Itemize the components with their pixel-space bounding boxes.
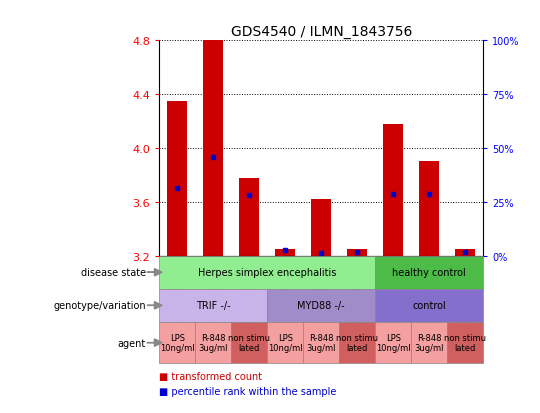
Text: Herpes simplex encephalitis: Herpes simplex encephalitis <box>198 268 336 278</box>
Bar <box>239 178 259 256</box>
Text: LPS
10ng/ml: LPS 10ng/ml <box>376 333 410 352</box>
Text: control: control <box>413 301 446 311</box>
Text: genotype/variation: genotype/variation <box>53 301 146 311</box>
Bar <box>312 199 331 256</box>
Title: GDS4540 / ILMN_1843756: GDS4540 / ILMN_1843756 <box>231 25 412 39</box>
Bar <box>167 102 187 256</box>
Text: MYD88 -/-: MYD88 -/- <box>298 301 345 311</box>
Text: healthy control: healthy control <box>393 268 466 278</box>
Text: R-848
3ug/ml: R-848 3ug/ml <box>307 333 336 352</box>
Bar <box>204 41 223 256</box>
Bar <box>420 162 439 256</box>
Text: disease state: disease state <box>80 268 146 278</box>
Bar <box>455 249 475 256</box>
Text: LPS
10ng/ml: LPS 10ng/ml <box>268 333 302 352</box>
Text: LPS
10ng/ml: LPS 10ng/ml <box>160 333 194 352</box>
Bar <box>347 249 367 256</box>
Text: agent: agent <box>118 338 146 348</box>
Text: R-848
3ug/ml: R-848 3ug/ml <box>199 333 228 352</box>
Text: TRIF -/-: TRIF -/- <box>196 301 231 311</box>
Text: ■ percentile rank within the sample: ■ percentile rank within the sample <box>159 386 336 396</box>
Bar <box>275 249 295 256</box>
Text: R-848
3ug/ml: R-848 3ug/ml <box>415 333 444 352</box>
Bar <box>383 125 403 256</box>
Text: non stimu
lated: non stimu lated <box>336 333 379 352</box>
Text: ■ transformed count: ■ transformed count <box>159 371 262 382</box>
Text: non stimu
lated: non stimu lated <box>444 333 487 352</box>
Text: non stimu
lated: non stimu lated <box>228 333 271 352</box>
